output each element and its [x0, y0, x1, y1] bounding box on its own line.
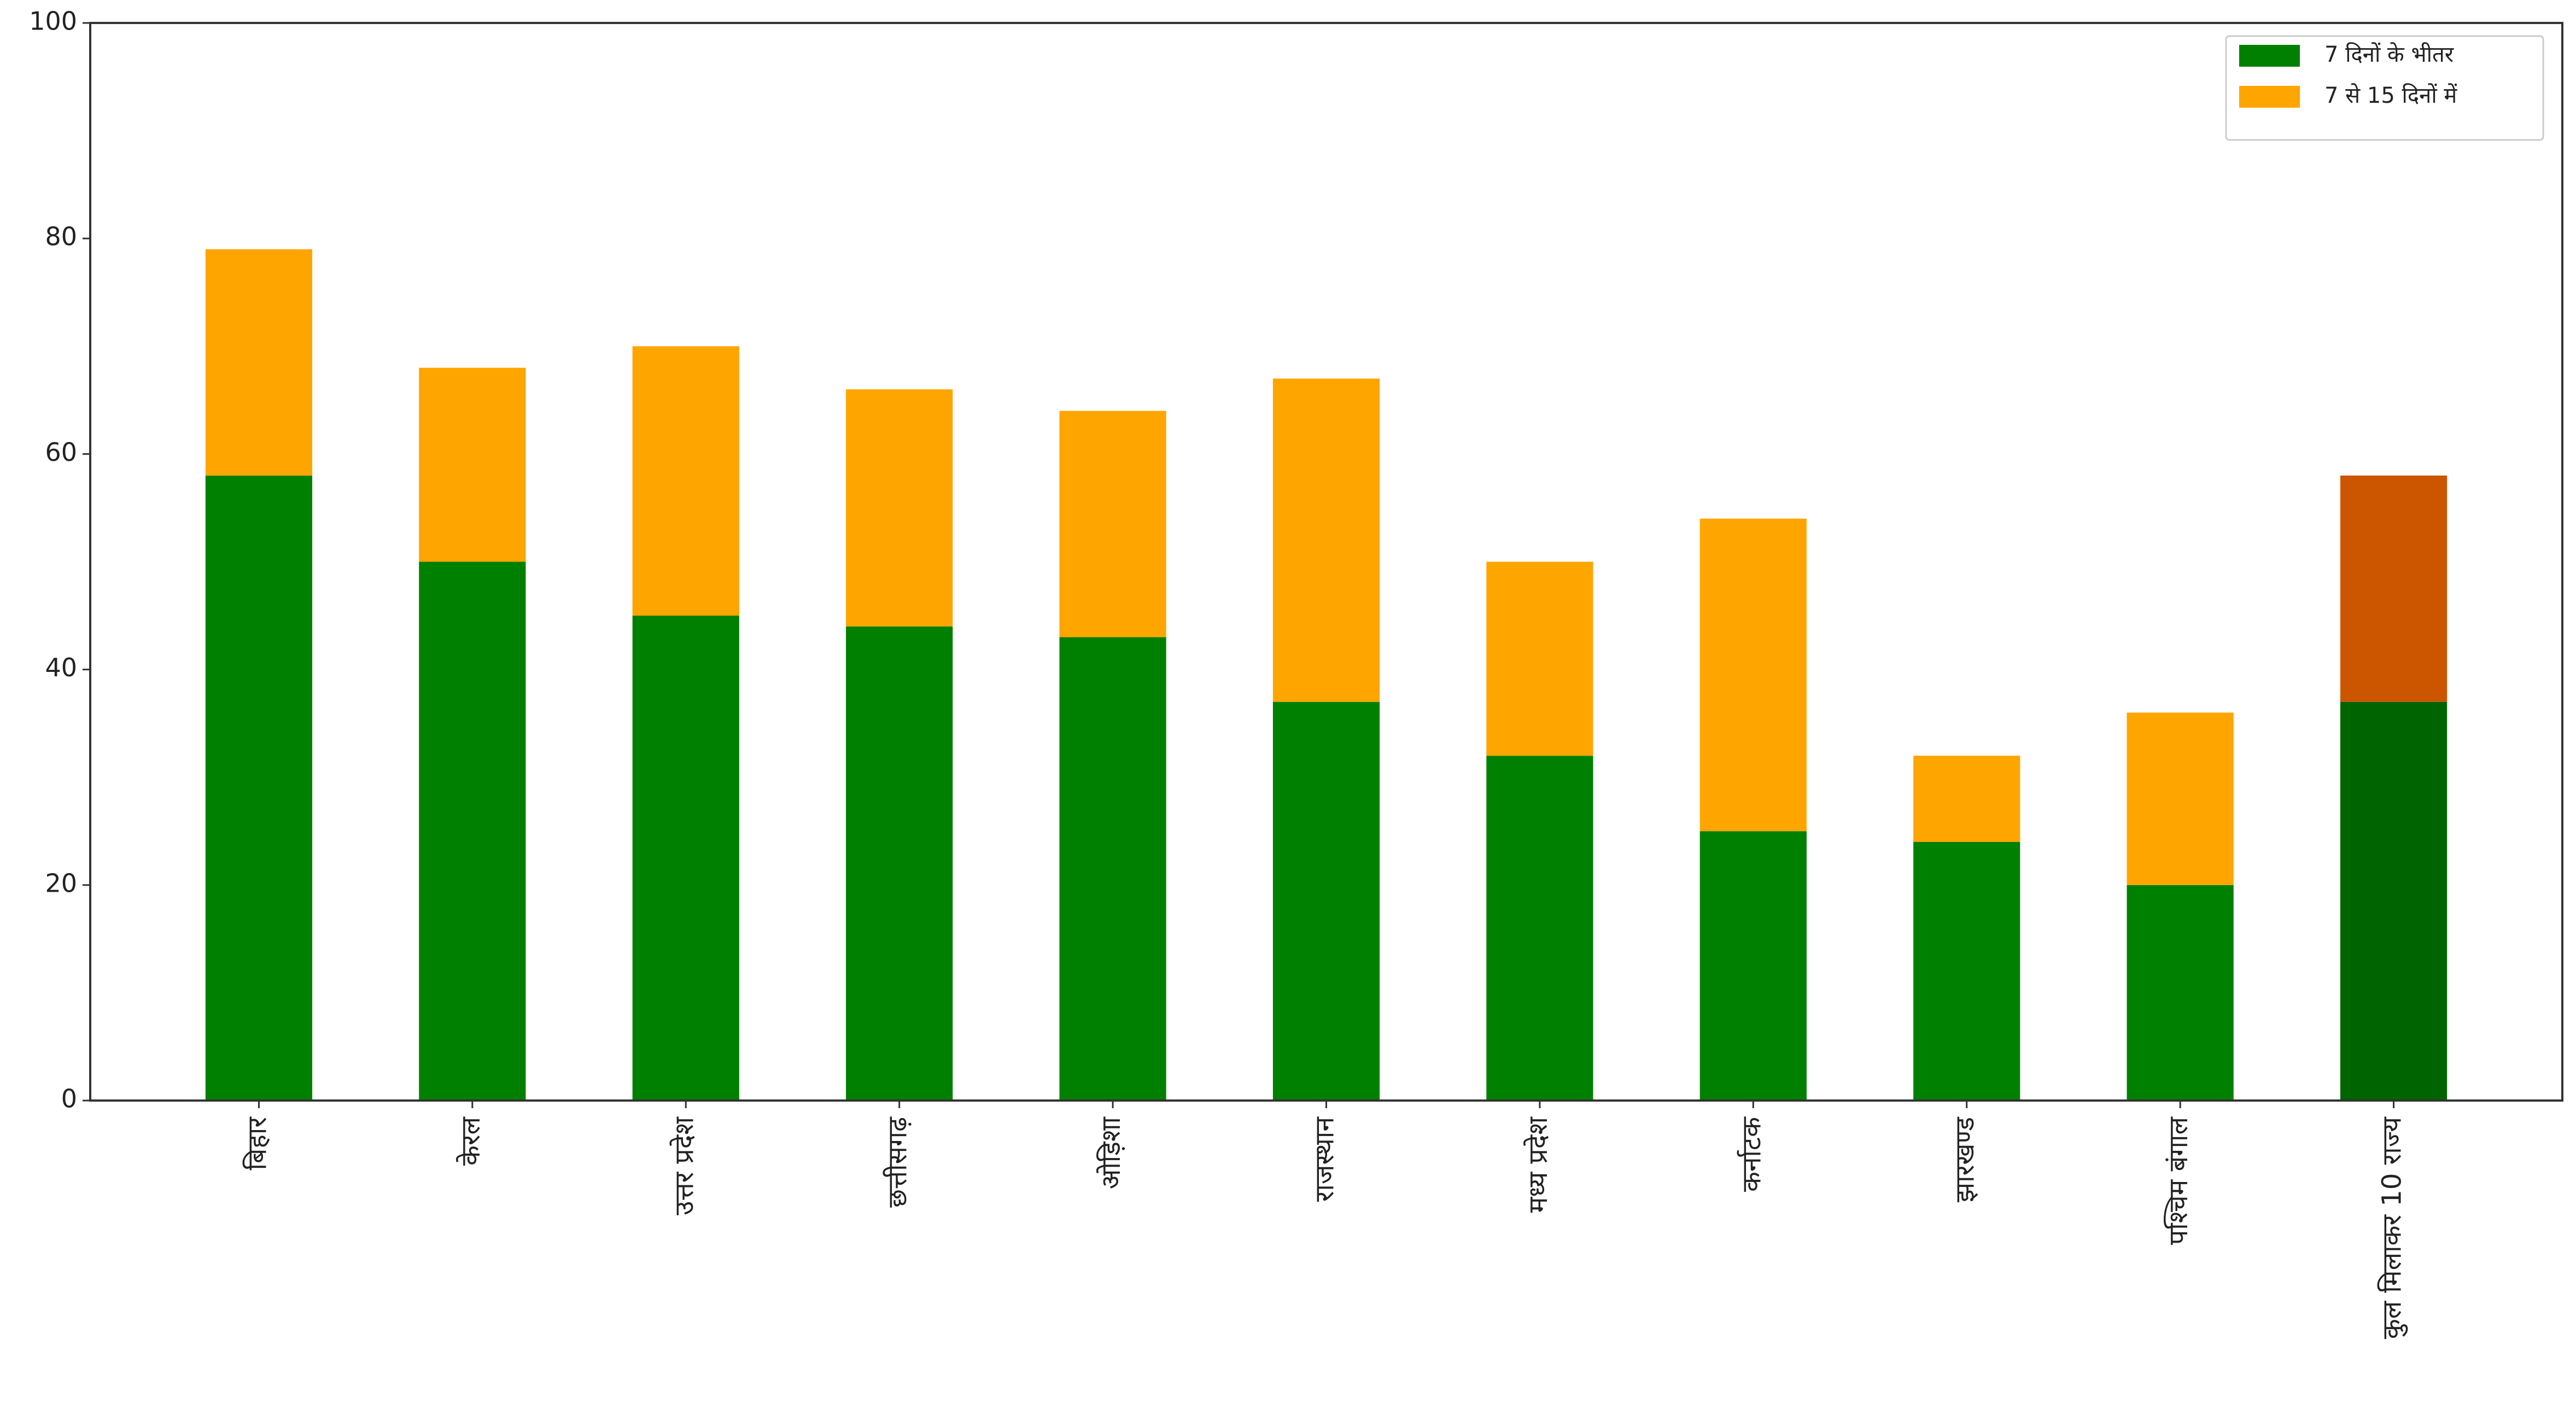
- bar-segment: [1486, 756, 1593, 1101]
- legend-label: 7 से 15 दिनों में: [2324, 83, 2457, 108]
- plot-frame: [89, 22, 2563, 1102]
- x-tick-label: बिहार: [242, 1116, 272, 1171]
- x-tick-label: पश्चिम बंगाल: [2163, 1116, 2194, 1245]
- x-tick-label: ओड़िशा: [1096, 1116, 1126, 1189]
- legend-swatch: [2239, 86, 2300, 108]
- bar-segment: [1272, 378, 1380, 702]
- legend-label: 7 दिनों के भीतर: [2324, 42, 2454, 67]
- x-tick-label: मध्य प्रदेश: [1523, 1116, 1553, 1213]
- bar-segment: [1699, 831, 1807, 1101]
- legend-box: [2225, 35, 2544, 141]
- bar-segment: [632, 346, 739, 616]
- bar-segment: [205, 475, 313, 1101]
- bar-segment: [2340, 701, 2448, 1101]
- y-tick-label: 20: [45, 868, 77, 898]
- x-tick-label: उत्तर प्रदेश: [669, 1116, 699, 1215]
- y-tick-label: 80: [45, 222, 77, 251]
- y-tick-label: 100: [29, 7, 77, 36]
- bar-segment: [846, 389, 953, 627]
- bar-segment: [1486, 561, 1593, 756]
- bar-segment: [205, 249, 313, 476]
- bar-segment: [2340, 475, 2448, 702]
- bar-segment: [1699, 518, 1807, 832]
- bar-segment: [846, 626, 953, 1101]
- x-tick-label: राजस्थान: [1310, 1116, 1340, 1202]
- bar-segment: [2127, 885, 2234, 1101]
- bar-segment: [1059, 411, 1166, 637]
- bar-segment: [1059, 637, 1166, 1101]
- bar-segment: [1913, 841, 2020, 1101]
- bar-segment: [2127, 712, 2234, 885]
- x-tick-label: कर्नाटक: [1736, 1116, 1767, 1192]
- legend-swatch: [2239, 45, 2300, 67]
- x-tick-label: झारखण्ड: [1950, 1116, 1981, 1202]
- y-tick-label: 40: [45, 653, 77, 682]
- y-tick-label: 60: [45, 437, 77, 467]
- bar-segment: [419, 561, 526, 1101]
- x-tick-label: कुल मिलाकर 10 राज्य: [2377, 1116, 2408, 1339]
- bar-segment: [1913, 756, 2020, 842]
- y-tick-label: 0: [61, 1084, 77, 1114]
- x-tick-label: केरल: [455, 1116, 486, 1166]
- bar-segment: [632, 616, 739, 1101]
- x-tick-label: छत्तीसगढ़: [883, 1116, 913, 1208]
- bar-segment: [419, 367, 526, 562]
- bar-segment: [1272, 701, 1380, 1101]
